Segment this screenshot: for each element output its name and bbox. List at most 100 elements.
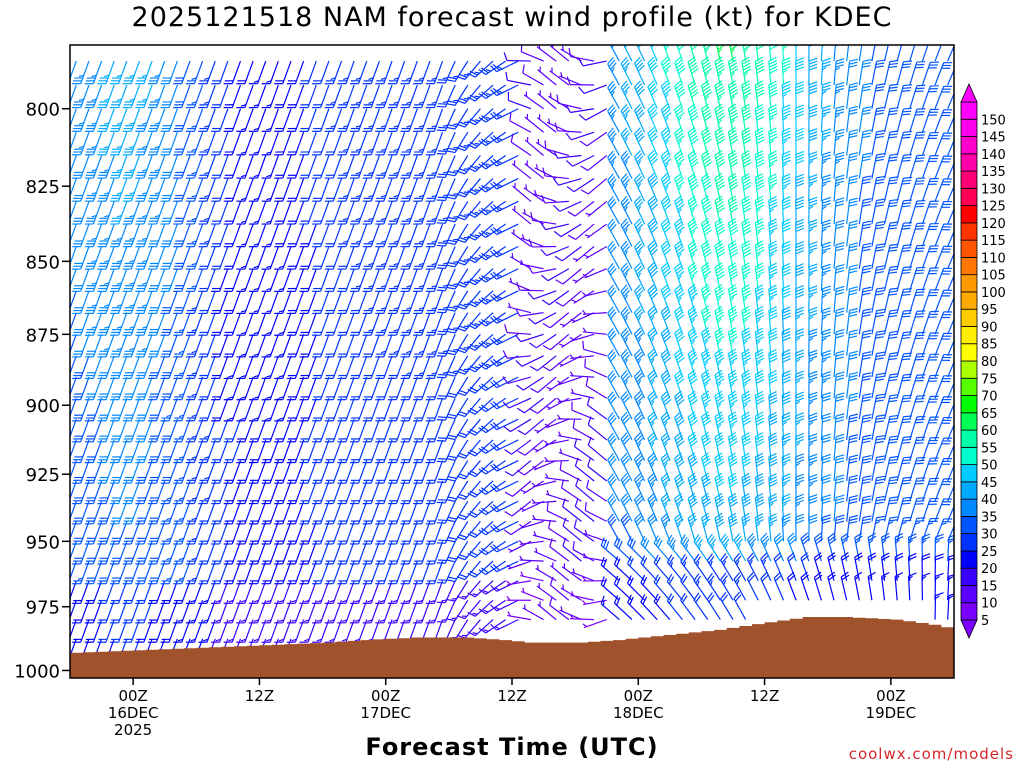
wind-barb bbox=[223, 223, 242, 248]
wind-barb bbox=[548, 92, 570, 110]
barb-feather bbox=[438, 264, 447, 267]
barb-shaft bbox=[383, 480, 393, 504]
wind-barb bbox=[337, 560, 355, 585]
barb-shaft bbox=[294, 480, 305, 504]
barb-shaft bbox=[408, 246, 418, 270]
barb-shaft bbox=[408, 268, 418, 292]
wind-barb bbox=[84, 246, 103, 270]
barb-feather bbox=[446, 196, 456, 200]
barb-shaft bbox=[206, 541, 216, 565]
barb-feather bbox=[116, 347, 122, 351]
barb-shaft bbox=[421, 132, 431, 155]
wind-barb bbox=[223, 60, 242, 85]
wind-barb bbox=[236, 501, 254, 525]
barb-shaft bbox=[105, 132, 115, 155]
barb-feather bbox=[343, 77, 349, 81]
barb-feather bbox=[129, 347, 135, 351]
wind-barb bbox=[84, 290, 103, 315]
wind-barb bbox=[490, 84, 519, 97]
barb-feather bbox=[253, 243, 259, 246]
barb-shaft bbox=[585, 108, 608, 121]
wind-barb bbox=[261, 268, 279, 292]
wind-barb bbox=[185, 355, 204, 380]
barb-shaft bbox=[395, 460, 406, 484]
barb-shaft bbox=[118, 84, 128, 108]
barb-shaft bbox=[92, 334, 103, 358]
barb-shaft bbox=[244, 560, 254, 584]
barb-feather bbox=[458, 473, 468, 478]
wind-barb bbox=[436, 246, 456, 270]
barb-feather bbox=[446, 242, 456, 245]
wind-barb bbox=[299, 560, 317, 585]
wind-barb bbox=[160, 355, 178, 380]
wind-barb bbox=[530, 376, 557, 394]
wind-barb bbox=[185, 521, 204, 545]
barb-shaft bbox=[256, 418, 267, 442]
barb-shaft bbox=[383, 398, 393, 421]
barb-shaft bbox=[345, 132, 355, 155]
barb-shaft bbox=[370, 501, 380, 525]
barb-shaft bbox=[383, 201, 393, 225]
barb-shaft bbox=[536, 418, 557, 434]
wind-barb bbox=[211, 501, 229, 525]
barb-shaft bbox=[282, 268, 292, 292]
barb-shaft bbox=[118, 521, 128, 545]
barb-shaft bbox=[70, 480, 77, 501]
barb-shaft bbox=[320, 60, 330, 84]
barb-shaft bbox=[395, 480, 406, 504]
wind-barb bbox=[135, 108, 153, 132]
barb-feather bbox=[190, 638, 196, 642]
barb-shaft bbox=[357, 155, 368, 179]
wind-barb bbox=[84, 398, 103, 422]
barb-feather bbox=[116, 122, 122, 125]
wind-barb bbox=[135, 560, 153, 585]
wind-barb bbox=[122, 376, 141, 401]
wind-barb bbox=[173, 355, 191, 380]
barb-shaft bbox=[357, 246, 368, 270]
barb-feather bbox=[474, 323, 480, 326]
barb-feather bbox=[438, 103, 447, 105]
wind-barb bbox=[467, 355, 494, 373]
barb-feather bbox=[291, 619, 297, 623]
wind-barb bbox=[557, 431, 582, 441]
wind-barb bbox=[312, 312, 330, 336]
wind-barb bbox=[236, 418, 254, 443]
wind-barb bbox=[160, 132, 178, 156]
wind-barb bbox=[147, 312, 166, 336]
barb-shaft bbox=[332, 580, 343, 604]
barb-shaft bbox=[181, 580, 191, 604]
wind-barb bbox=[84, 312, 103, 336]
barb-shaft bbox=[193, 521, 204, 545]
barb-shaft bbox=[520, 574, 544, 582]
barb-shaft bbox=[256, 223, 267, 247]
barb-shaft bbox=[485, 108, 507, 123]
barb-shaft bbox=[395, 201, 406, 225]
barb-shaft bbox=[508, 560, 532, 570]
wind-barb bbox=[236, 460, 254, 484]
barb-shaft bbox=[583, 60, 607, 67]
wind-barb bbox=[223, 334, 242, 358]
wind-barb bbox=[324, 290, 343, 315]
wind-barb bbox=[286, 521, 305, 545]
wind-barb bbox=[198, 521, 216, 545]
wind-barb bbox=[223, 560, 242, 585]
barb-shaft bbox=[357, 439, 368, 463]
barb-shaft bbox=[307, 480, 317, 504]
barb-shaft bbox=[70, 312, 77, 332]
wind-barb bbox=[248, 60, 267, 85]
wind-barb bbox=[350, 132, 368, 156]
barb-shaft bbox=[92, 132, 103, 155]
wind-barb bbox=[97, 439, 115, 464]
barb-shaft bbox=[507, 580, 532, 586]
wind-barb bbox=[274, 223, 292, 248]
wind-barb bbox=[72, 178, 90, 202]
wind-barb bbox=[84, 521, 103, 545]
barb-shaft bbox=[395, 541, 406, 565]
barb-shaft bbox=[320, 600, 330, 624]
barb-shaft bbox=[130, 439, 141, 463]
barb-shaft bbox=[269, 541, 279, 565]
barb-shaft bbox=[307, 312, 317, 336]
barb-shaft bbox=[181, 600, 191, 624]
wind-barb bbox=[211, 418, 229, 443]
wind-barb bbox=[274, 132, 292, 156]
